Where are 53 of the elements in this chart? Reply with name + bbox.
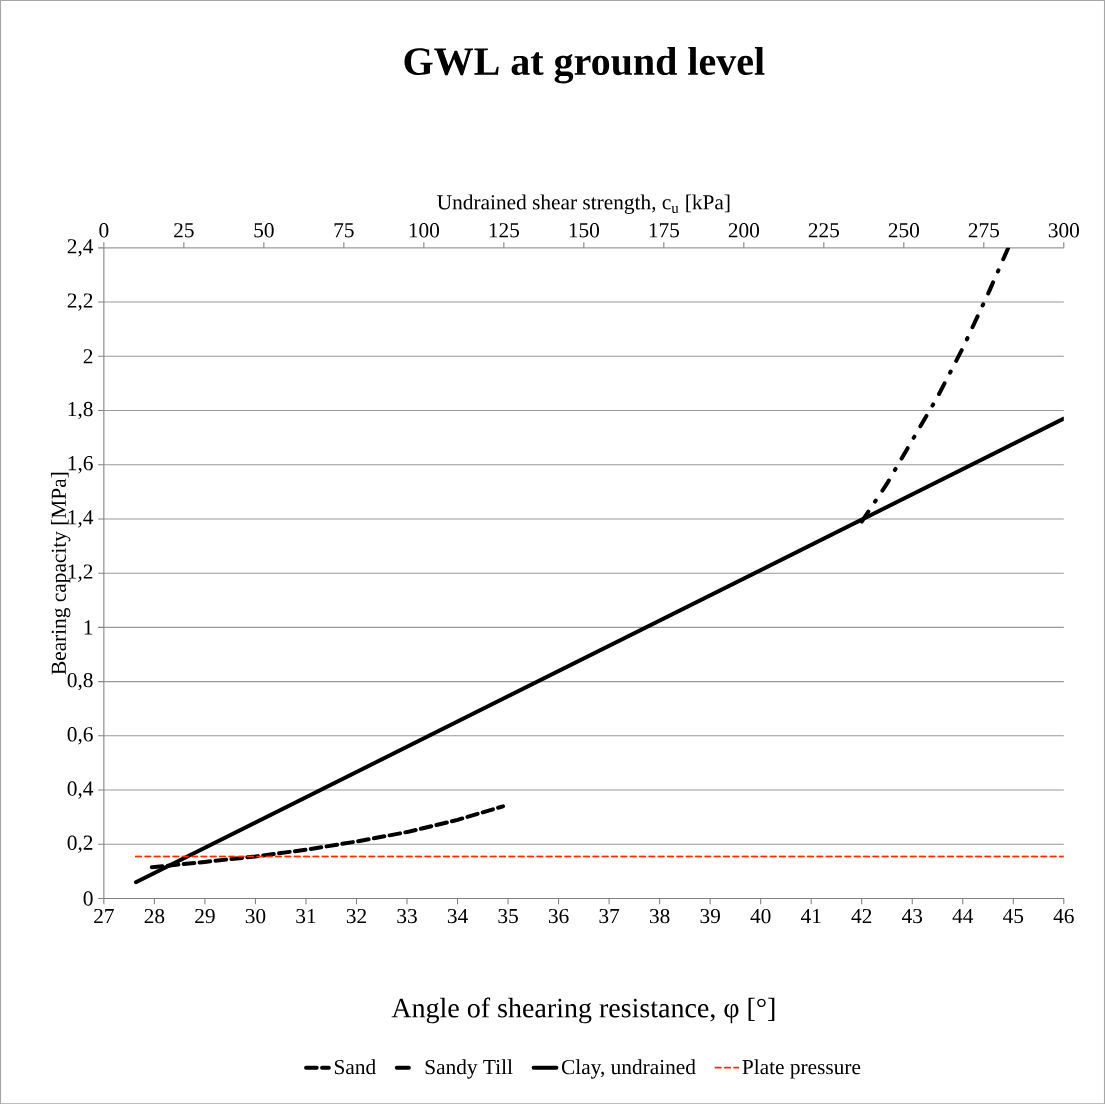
x-tick-label: 31 xyxy=(296,908,316,924)
x2-tick-label: 25 xyxy=(174,222,194,238)
x2-tick-label: 275 xyxy=(968,222,999,238)
x-tick-label: 41 xyxy=(800,908,821,923)
x2-tick-label: 200 xyxy=(728,222,760,238)
legend-label: Plate pressure xyxy=(742,1059,861,1079)
x-tick-label: 39 xyxy=(700,908,720,924)
line-series xyxy=(149,804,505,870)
x2-tick-label: 250 xyxy=(888,222,920,238)
y-tick-label: 0 xyxy=(83,891,93,906)
x-tick-label: 38 xyxy=(649,908,670,924)
x2-tick-label: 125 xyxy=(489,222,519,238)
x-axis-title: Angle of shearing resistance, φ [°] xyxy=(391,997,775,1024)
x-tick-label: 30 xyxy=(245,908,266,924)
x2-axis-title: Undrained shear strength, c$_{u}$ [kPa] xyxy=(437,194,730,214)
y-tick-label: 0,2 xyxy=(67,835,93,853)
x2-tick-label: 50 xyxy=(254,222,274,238)
x-tick-label: 45 xyxy=(1003,908,1024,923)
x-tick-label: 42 xyxy=(851,908,872,923)
x2-tick-label: 150 xyxy=(569,222,600,238)
x-tick-label: 29 xyxy=(195,908,215,924)
x-tick-label: 28 xyxy=(144,908,165,924)
x-tick-label: 33 xyxy=(397,908,417,924)
x2-tick-label: 0 xyxy=(99,222,109,238)
x-tick-label: 37 xyxy=(599,908,620,924)
x-tick-label: 46 xyxy=(1053,908,1074,924)
y-tick-label: 2,2 xyxy=(67,293,93,311)
chart-title: GWL at ground level xyxy=(404,46,765,84)
x-tick-label: 44 xyxy=(952,908,974,923)
legend-label: Sand xyxy=(334,1059,376,1075)
y-tick-label: 0,8 xyxy=(67,672,93,691)
x2-tick-label: 225 xyxy=(808,222,839,238)
legend-label: Sandy Till xyxy=(425,1059,513,1079)
y-tick-label: 1 xyxy=(84,620,93,635)
y-tick-label: 2 xyxy=(83,349,93,364)
legend-label: Clay, undrained xyxy=(561,1059,696,1079)
x-tick-label: 32 xyxy=(346,908,366,924)
x-tick-label: 27 xyxy=(94,908,114,923)
y-tick-label: 1,4 xyxy=(68,510,94,528)
x-tick-label: 40 xyxy=(750,908,771,924)
x2-tick-label: 75 xyxy=(334,223,354,238)
x2-tick-label: 100 xyxy=(409,222,440,238)
y-tick-label: 1,6 xyxy=(68,455,93,474)
y-tick-label: 0,6 xyxy=(67,726,93,745)
x-tick-label: 43 xyxy=(901,908,923,924)
x2-tick-label: 175 xyxy=(649,223,679,238)
x-tick-label: 36 xyxy=(548,908,569,924)
y-tick-label: 0,4 xyxy=(67,781,94,799)
y-tick-label: 1,8 xyxy=(68,401,93,420)
x-tick-label: 34 xyxy=(447,908,468,924)
x2-tick-label: 300 xyxy=(1048,222,1079,238)
y-tick-label: 2,4 xyxy=(67,238,94,257)
x-tick-label: 35 xyxy=(498,908,518,924)
